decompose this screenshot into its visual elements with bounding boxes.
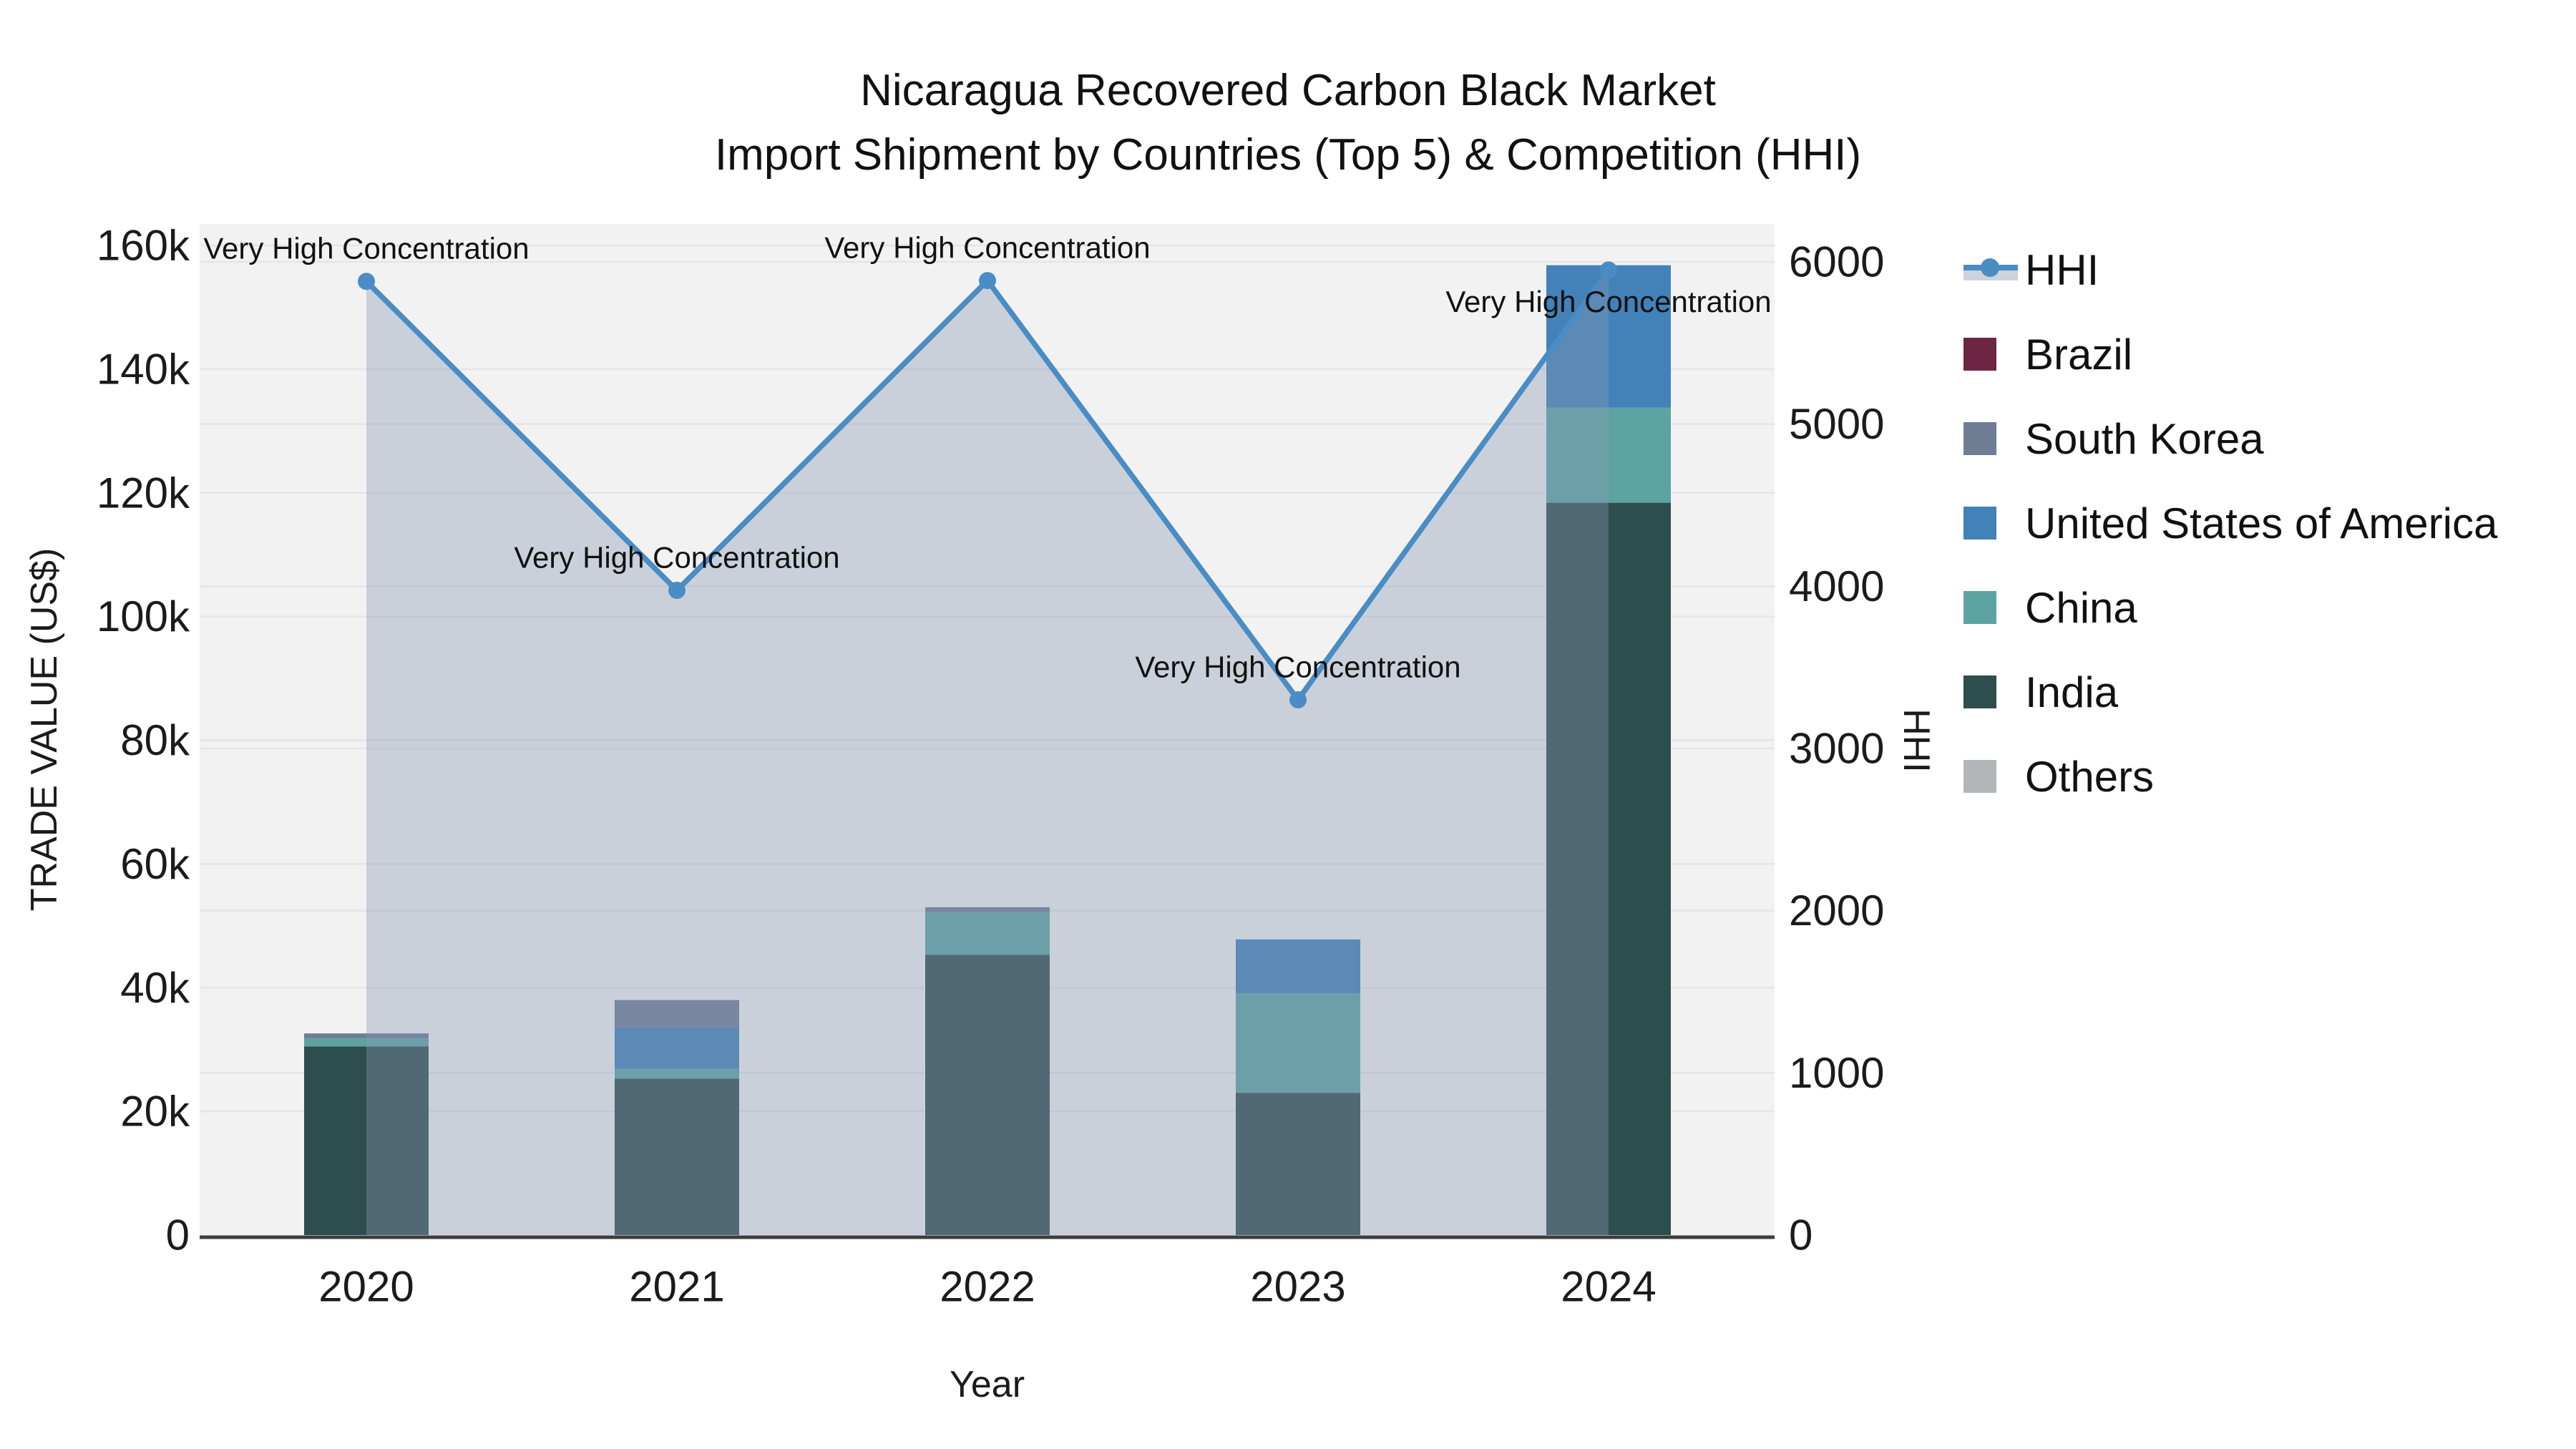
- legend-label-brazil: Brazil: [2025, 330, 2133, 379]
- legend-item-india[interactable]: India: [1963, 650, 2497, 734]
- bar-segment[interactable]: [615, 1000, 739, 1028]
- legend-swatch-icon: [1963, 591, 2025, 624]
- legend-item-south-korea[interactable]: South Korea: [1963, 396, 2497, 481]
- y-left-tick: 0: [166, 1211, 190, 1259]
- y-right-tick: 3000: [1789, 725, 1884, 773]
- bar-segment[interactable]: [304, 1038, 429, 1047]
- hhi-marker[interactable]: [668, 582, 686, 599]
- x-tick: 2022: [940, 1263, 1035, 1311]
- y-left-tick: 40k: [120, 964, 190, 1012]
- annotation-2020: Very High Concentration: [203, 232, 529, 265]
- chart-title-line2: Import Shipment by Countries (Top 5) & C…: [714, 130, 1862, 180]
- bar-segment[interactable]: [304, 1033, 429, 1039]
- bar-segment[interactable]: [1236, 939, 1360, 994]
- bar-segment[interactable]: [925, 955, 1050, 1235]
- legend-swatch-icon: [1963, 760, 2025, 793]
- bar-segment[interactable]: [1546, 265, 1671, 408]
- legend-label-south-korea: South Korea: [2025, 414, 2264, 463]
- y-right-tick: 5000: [1789, 400, 1884, 448]
- bar-segment[interactable]: [1236, 1093, 1360, 1235]
- chart-title-line1: Nicaragua Recovered Carbon Black Market: [860, 66, 1716, 115]
- legend-swatch-icon: [1963, 422, 2025, 455]
- annotation-2021: Very High Concentration: [514, 541, 839, 575]
- annotation-2024: Very High Concentration: [1445, 285, 1771, 318]
- x-tick: 2020: [318, 1263, 414, 1311]
- legend-label-china: China: [2025, 583, 2137, 632]
- hhi-marker[interactable]: [1600, 261, 1617, 279]
- legend-item-china[interactable]: China: [1963, 565, 2497, 650]
- x-axis-title: Year: [950, 1364, 1025, 1405]
- bar-segment[interactable]: [615, 1027, 739, 1069]
- y-right-tick: 2000: [1789, 887, 1884, 935]
- y-right-tick: 1000: [1789, 1049, 1884, 1097]
- y-left-tick: 60k: [120, 840, 190, 888]
- bar-segment[interactable]: [615, 1078, 739, 1235]
- legend-label-hhi: HHI: [2025, 245, 2099, 294]
- y-left-tick: 80k: [120, 716, 190, 764]
- hhi-marker[interactable]: [358, 273, 375, 291]
- y-left-tick: 100k: [97, 592, 190, 640]
- y-right-axis-title: HHI: [1896, 708, 1937, 773]
- legend-swatch-icon: [1963, 675, 2025, 708]
- y-right-tick: 6000: [1789, 238, 1884, 286]
- legend-swatch-icon: [1963, 338, 2025, 371]
- bar-segment[interactable]: [925, 907, 1050, 912]
- legend-item-others[interactable]: Others: [1963, 734, 2497, 819]
- bar-segment[interactable]: [304, 1046, 429, 1235]
- y-left-axis-title: TRADE VALUE (US$): [24, 548, 65, 912]
- bar-segment[interactable]: [1236, 993, 1360, 1093]
- y-left-tick: 20k: [120, 1088, 190, 1136]
- legend-label-others: Others: [2025, 752, 2155, 801]
- y-left-tick: 160k: [97, 222, 190, 270]
- legend-item-hhi[interactable]: HHI: [1963, 228, 2497, 312]
- hhi-marker[interactable]: [1289, 691, 1307, 708]
- hhi-marker[interactable]: [979, 272, 996, 290]
- x-tick: 2021: [629, 1263, 724, 1311]
- legend-line-marker-icon: [1963, 253, 2025, 286]
- chart-title: Nicaragua Recovered Carbon Black Market …: [0, 59, 2576, 187]
- bar-segment[interactable]: [615, 1068, 739, 1079]
- bar-segment[interactable]: [925, 912, 1050, 955]
- bar-segment[interactable]: [1546, 407, 1671, 503]
- bar-segment[interactable]: [1546, 502, 1671, 1235]
- y-right-tick: 4000: [1789, 562, 1884, 610]
- legend-item-united-states-of-america[interactable]: United States of America: [1963, 481, 2497, 565]
- hhi-area-fill: [366, 270, 1609, 1235]
- legend-swatch-icon: [1963, 507, 2025, 540]
- legend: HHI Brazil South Korea United States of Ame…: [1963, 228, 2497, 819]
- annotation-2023: Very High Concentration: [1135, 650, 1460, 684]
- legend-label-united-states-of-america: United States of America: [2025, 499, 2498, 547]
- x-tick: 2023: [1250, 1263, 1345, 1311]
- y-left-tick: 120k: [97, 469, 190, 517]
- y-right-tick: 0: [1789, 1211, 1813, 1259]
- y-left-tick: 140k: [97, 345, 190, 393]
- legend-item-brazil[interactable]: Brazil: [1963, 312, 2497, 396]
- x-tick: 2024: [1561, 1263, 1656, 1311]
- legend-label-india: India: [2025, 668, 2119, 716]
- annotation-2022: Very High Concentration: [824, 231, 1150, 265]
